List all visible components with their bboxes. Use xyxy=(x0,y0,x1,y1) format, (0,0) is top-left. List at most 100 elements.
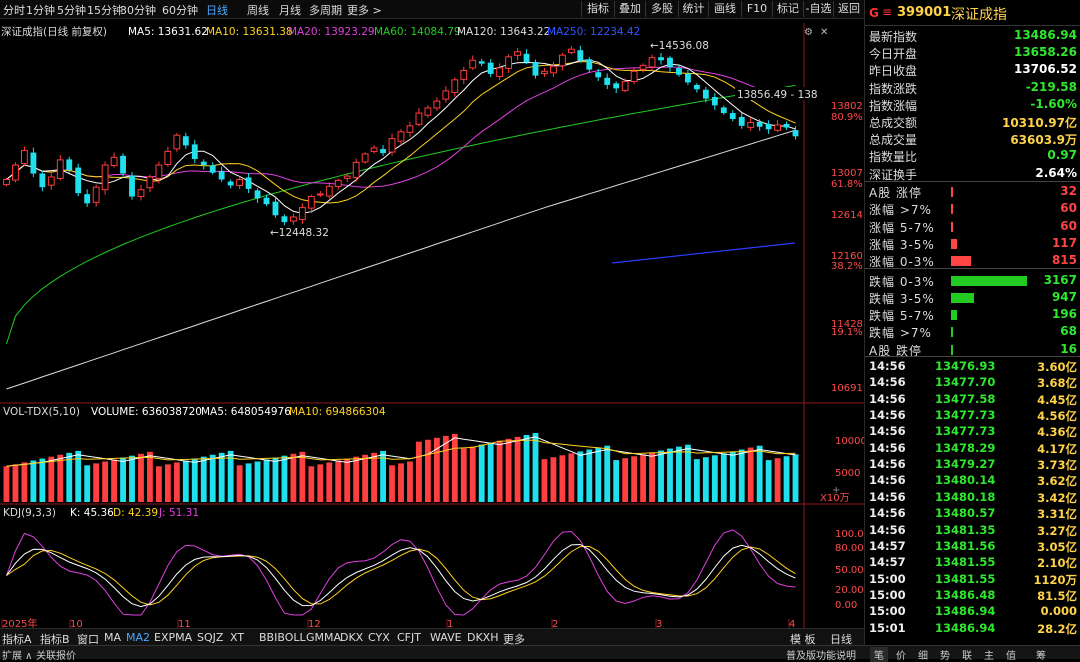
candle-body xyxy=(361,153,369,163)
status-button[interactable]: 普及版功能说明 xyxy=(786,651,856,662)
period-tab[interactable]: 5分钟 xyxy=(57,4,86,17)
quote-stat-row: 指数涨幅 -1.60% xyxy=(865,96,1080,113)
period-tab[interactable]: 日线 xyxy=(206,4,228,17)
stat-value: 63603.9万 xyxy=(1010,133,1077,148)
breadth-value: 815 xyxy=(1051,253,1077,268)
candle-body xyxy=(756,121,763,127)
period-select[interactable]: 日线 xyxy=(830,633,852,646)
toolbar-button[interactable]: 叠加 xyxy=(614,1,645,17)
period-tab[interactable]: 月线 xyxy=(279,4,301,17)
period-tab[interactable]: 多周期 xyxy=(309,4,342,17)
volume-bar xyxy=(693,459,700,502)
toolbar-button[interactable]: 标记 xyxy=(772,1,803,17)
toolbar-button[interactable]: 画线 xyxy=(708,1,741,17)
candle-body xyxy=(84,194,91,204)
status-button[interactable]: 笔 xyxy=(870,647,888,662)
status-button[interactable]: 主 xyxy=(984,651,994,662)
candle-body xyxy=(227,181,234,186)
period-tab[interactable]: 15分钟 xyxy=(87,4,123,17)
candle-body xyxy=(129,175,135,197)
period-tab[interactable]: 分时 xyxy=(3,4,25,17)
indicator-tab[interactable]: CFJT xyxy=(397,631,421,644)
price-axis-label: 10691 xyxy=(831,383,863,394)
plus-icon[interactable]: + xyxy=(832,485,840,496)
volume-bar xyxy=(30,460,37,502)
settings-icon[interactable]: ⚙ xyxy=(804,27,813,38)
indicator-tab[interactable]: MA xyxy=(104,631,122,644)
toolbar-button[interactable]: 统计 xyxy=(678,1,708,17)
breadth-value: 3167 xyxy=(1043,272,1077,287)
tick-volume: 4.45亿 xyxy=(1037,392,1077,407)
status-button[interactable]: 筹 xyxy=(1036,651,1046,662)
toolbar-button[interactable]: 多股 xyxy=(645,1,678,17)
volume-bar xyxy=(335,460,342,502)
volume-bar xyxy=(129,455,135,502)
indicator-tab[interactable]: 更多 xyxy=(503,633,525,646)
candle-body xyxy=(47,176,55,186)
volume-bar xyxy=(595,447,602,502)
price-line-label[interactable]: 13856.49 - 138 xyxy=(737,89,818,101)
template-button[interactable]: 模 板 xyxy=(790,633,816,646)
status-button[interactable]: 细 xyxy=(918,651,928,662)
volume-bar xyxy=(227,450,234,502)
status-button[interactable]: 价 xyxy=(896,651,906,662)
indicator-tab[interactable]: SQJZ xyxy=(197,631,224,644)
volume-bar xyxy=(254,461,261,502)
volume-bar xyxy=(389,465,395,502)
status-button[interactable]: 联 xyxy=(962,651,972,662)
kdj-axis-label: 20.00 xyxy=(835,585,864,596)
period-tab[interactable]: 1分钟 xyxy=(26,4,55,17)
tick-row: 15:00 13486.48 81.5亿 xyxy=(865,587,1080,603)
toolbar-button[interactable]: 返回 xyxy=(833,1,864,17)
volume-bar xyxy=(362,454,369,502)
indicator-tab[interactable]: DKXH xyxy=(467,631,499,644)
candle-body xyxy=(792,130,799,137)
indicator-tab[interactable]: MA2 xyxy=(126,631,151,644)
status-button[interactable]: 值 xyxy=(1006,651,1016,662)
price-line-label-bg xyxy=(735,87,821,100)
volume-bar xyxy=(756,445,763,502)
close-icon[interactable]: ✕ xyxy=(820,27,828,38)
toolbar-button[interactable]: 指标 xyxy=(581,1,614,17)
volume-bar xyxy=(407,461,413,502)
indicator-tab[interactable]: WAVE xyxy=(430,631,462,644)
volume-bar xyxy=(765,460,772,502)
stat-label: 深证换手 xyxy=(869,167,918,182)
expand-button[interactable]: 扩展 ∧ xyxy=(2,651,33,662)
toolbar-button[interactable]: -自选 xyxy=(803,1,833,17)
volume-bar xyxy=(299,451,306,502)
breadth-row: 跌幅 0-3% 3167 xyxy=(865,272,1080,289)
period-tab[interactable]: 60分钟 xyxy=(162,4,198,17)
indicator-tab[interactable]: CYX xyxy=(368,631,390,644)
price-axis-label: 19.1% xyxy=(831,327,863,338)
indicator-tab[interactable]: XT xyxy=(230,631,245,644)
indicator-tab[interactable]: 指标A xyxy=(2,633,32,646)
indicator-tab[interactable]: BBIBOLL xyxy=(259,631,306,644)
stat-value: 13706.52 xyxy=(1013,62,1077,77)
toolbar-button[interactable]: F10 xyxy=(741,1,772,17)
tick-price: 13477.58 xyxy=(935,391,996,406)
period-tab[interactable]: 更多 > xyxy=(347,4,382,17)
candle-body xyxy=(783,123,790,128)
indicator-tab[interactable]: 窗口 xyxy=(77,633,99,646)
menu-icon[interactable]: ≡ xyxy=(882,5,893,19)
period-tab[interactable]: 30分钟 xyxy=(120,4,156,17)
volume-bar xyxy=(738,449,745,502)
tick-price: 13486.94 xyxy=(935,620,996,635)
period-tab[interactable]: 周线 xyxy=(247,4,269,17)
indicator-tab[interactable]: EXPMA xyxy=(154,631,193,644)
indicator-tab[interactable]: DKX xyxy=(340,631,364,644)
tick-price: 13481.56 xyxy=(935,538,996,553)
candle-body xyxy=(648,57,656,68)
volume-bar xyxy=(272,457,279,502)
tick-price: 13481.35 xyxy=(935,522,996,537)
related-quote-button[interactable]: 关联报价 xyxy=(36,651,76,662)
candle-body xyxy=(729,113,736,120)
indicator-tab[interactable]: 指标B xyxy=(40,633,70,646)
tick-price: 13480.18 xyxy=(935,489,996,504)
tick-time: 14:56 xyxy=(869,359,906,373)
status-button[interactable]: 势 xyxy=(940,651,950,662)
indicator-tab[interactable]: GMMA xyxy=(306,631,342,644)
volume-bar xyxy=(155,466,162,502)
